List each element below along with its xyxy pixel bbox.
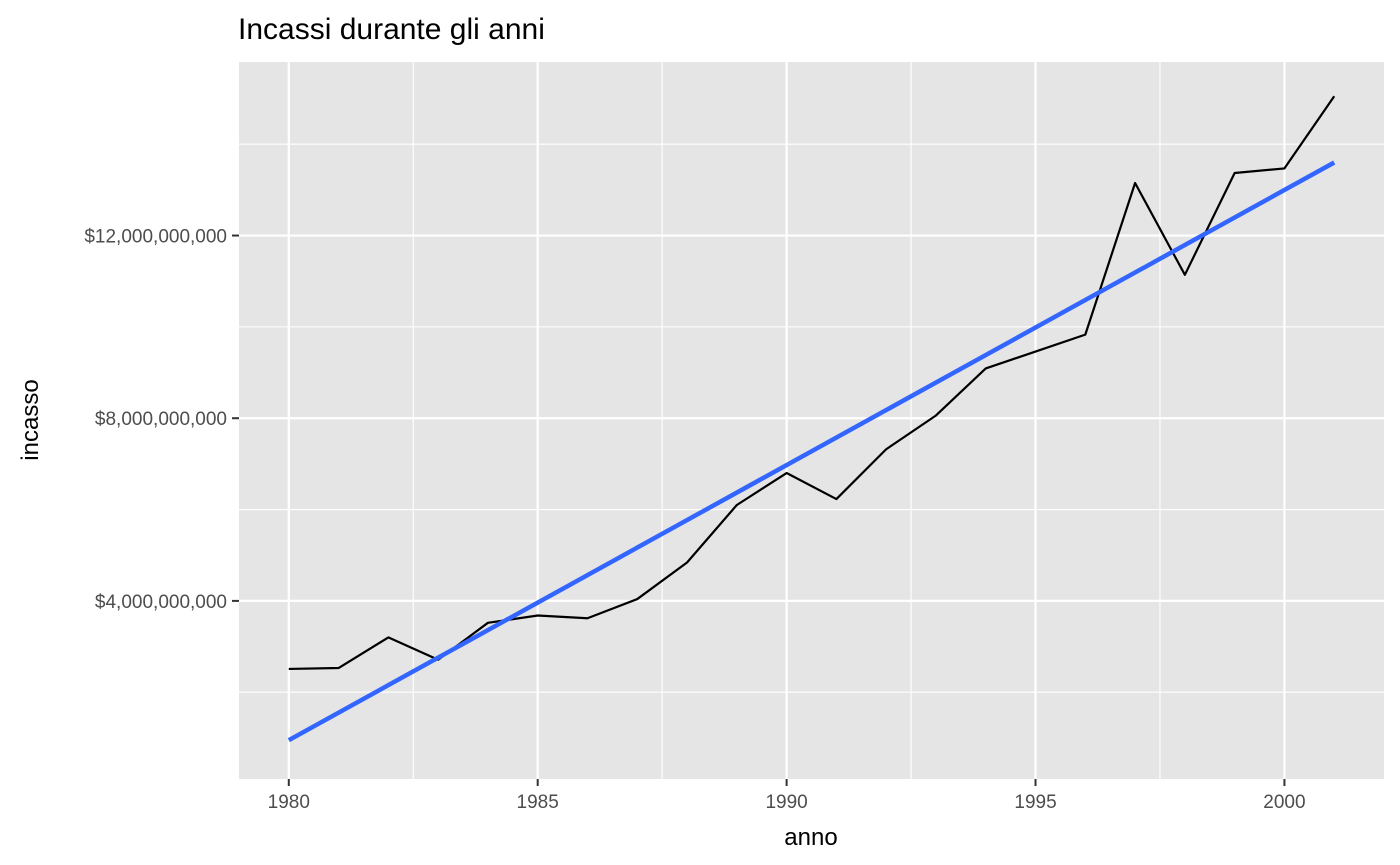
y-axis-title: incasso [17,379,44,460]
grid-major [239,62,1384,779]
x-tick-label: 2000 [1263,792,1305,813]
plot-panel [239,62,1384,779]
series-layer [287,95,1336,743]
y-tick-label: $8,000,000,000 [95,409,227,430]
x-tick-label: 1980 [268,792,310,813]
y-tick-label: $12,000,000,000 [84,227,227,248]
x-tick-label: 1990 [765,792,807,813]
x-axis-title: anno [784,824,837,851]
grid-minor [239,62,1384,779]
x-tick-label: 1995 [1014,792,1056,813]
trend-line [287,160,1336,743]
series-line [288,95,1336,671]
y-axis: $4,000,000,000 $8,000,000,000 $12,000,000,… [84,227,239,613]
chart-title: Incassi durante gli anni [238,13,545,46]
x-axis: 1980 1985 1990 1995 2000 [268,779,1306,813]
x-tick-label: 1985 [517,792,559,813]
y-tick-label: $4,000,000,000 [95,592,227,613]
